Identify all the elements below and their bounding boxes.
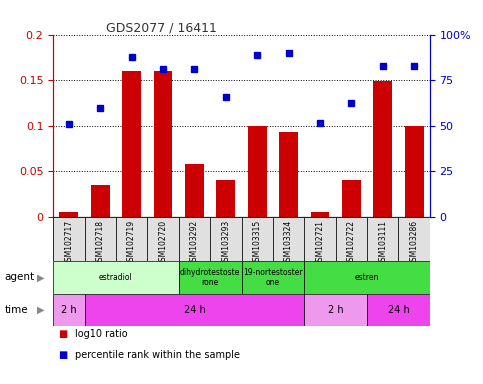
Text: estren: estren xyxy=(355,273,379,282)
Bar xyxy=(210,217,242,261)
Text: GDS2077 / 16411: GDS2077 / 16411 xyxy=(106,21,217,34)
Bar xyxy=(304,217,336,261)
Text: GSM103293: GSM103293 xyxy=(221,220,230,266)
Text: time: time xyxy=(5,305,28,315)
Text: ■: ■ xyxy=(58,329,67,339)
Bar xyxy=(53,217,85,261)
Text: dihydrotestoste
rone: dihydrotestoste rone xyxy=(180,268,241,287)
Bar xyxy=(242,217,273,261)
Bar xyxy=(279,132,298,217)
Bar xyxy=(122,71,141,217)
Bar xyxy=(311,212,329,217)
Bar xyxy=(336,217,367,261)
Bar xyxy=(85,294,304,326)
Text: ▶: ▶ xyxy=(37,305,45,315)
Text: 2 h: 2 h xyxy=(61,305,77,315)
Text: GSM102722: GSM102722 xyxy=(347,220,356,266)
Bar xyxy=(242,261,304,294)
Bar xyxy=(373,81,392,217)
Bar xyxy=(91,185,110,217)
Bar xyxy=(367,217,398,261)
Bar xyxy=(342,180,361,217)
Text: GSM103324: GSM103324 xyxy=(284,220,293,266)
Bar xyxy=(248,126,267,217)
Text: agent: agent xyxy=(5,272,35,283)
Text: GSM102718: GSM102718 xyxy=(96,220,105,266)
Bar xyxy=(53,294,85,326)
Bar xyxy=(398,217,430,261)
Bar xyxy=(154,71,172,217)
Bar xyxy=(85,217,116,261)
Text: GSM102719: GSM102719 xyxy=(127,220,136,266)
Bar xyxy=(179,261,242,294)
Text: percentile rank within the sample: percentile rank within the sample xyxy=(75,350,240,360)
Text: 2 h: 2 h xyxy=(328,305,343,315)
Text: GSM103292: GSM103292 xyxy=(190,220,199,266)
Text: GSM102720: GSM102720 xyxy=(158,220,168,266)
Bar xyxy=(185,164,204,217)
Text: 24 h: 24 h xyxy=(184,305,205,315)
Text: GSM102717: GSM102717 xyxy=(64,220,73,266)
Text: 19-nortestoster
one: 19-nortestoster one xyxy=(243,268,303,287)
Bar xyxy=(59,212,78,217)
Bar xyxy=(367,294,430,326)
Text: ▶: ▶ xyxy=(37,272,45,283)
Text: estradiol: estradiol xyxy=(99,273,133,282)
Text: log10 ratio: log10 ratio xyxy=(75,329,128,339)
Bar xyxy=(273,217,304,261)
Text: 24 h: 24 h xyxy=(387,305,410,315)
Bar xyxy=(53,261,179,294)
Text: GSM103111: GSM103111 xyxy=(378,220,387,266)
Text: ■: ■ xyxy=(58,350,67,360)
Bar xyxy=(304,261,430,294)
Bar xyxy=(304,294,367,326)
Bar xyxy=(216,180,235,217)
Text: GSM102721: GSM102721 xyxy=(315,220,325,266)
Bar xyxy=(147,217,179,261)
Bar xyxy=(405,126,424,217)
Text: GSM103286: GSM103286 xyxy=(410,220,419,266)
Bar xyxy=(116,217,147,261)
Text: GSM103315: GSM103315 xyxy=(253,220,262,266)
Bar xyxy=(179,217,210,261)
